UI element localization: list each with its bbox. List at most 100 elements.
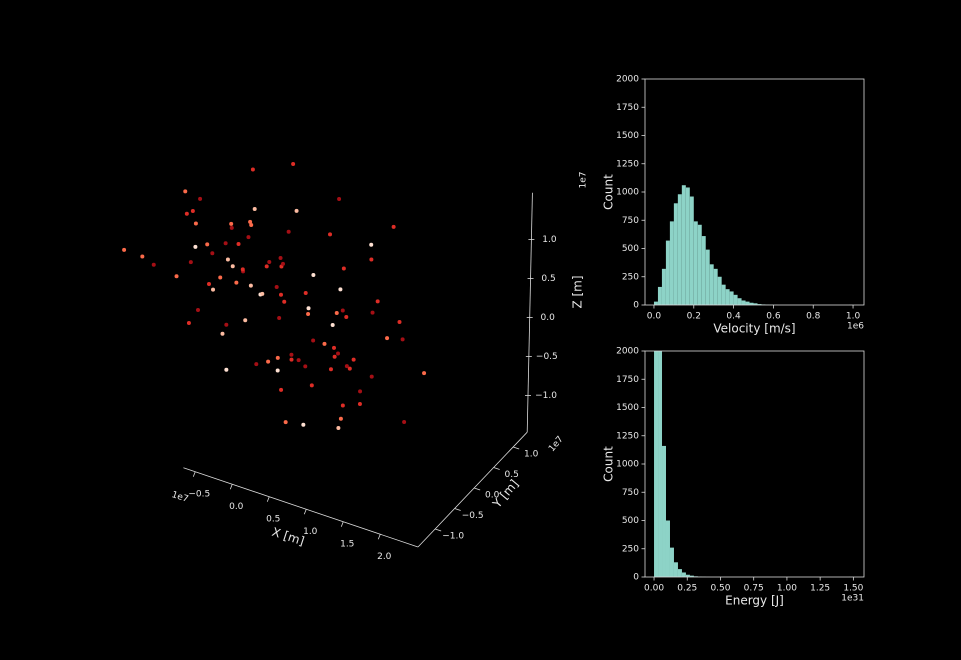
- bar: [729, 291, 734, 305]
- x-offset: 1e7: [170, 490, 189, 505]
- point: [267, 260, 272, 265]
- bar: [757, 304, 762, 305]
- x-tick: [303, 509, 307, 515]
- point: [248, 283, 253, 288]
- point: [311, 273, 316, 278]
- bar: [669, 547, 674, 577]
- z-offset: 1e7: [579, 172, 589, 189]
- point: [400, 337, 405, 342]
- x-tick-label: 0.5: [266, 514, 280, 524]
- point: [391, 224, 396, 229]
- bar: [657, 286, 662, 305]
- y-tick-label: 500: [622, 516, 639, 526]
- y-tick-label: 1500: [616, 403, 639, 413]
- y-tick-label: 250: [622, 544, 639, 554]
- bar: [749, 302, 754, 305]
- point: [234, 280, 239, 285]
- bar: [741, 300, 746, 305]
- x-tick-label: 1.00: [777, 584, 797, 594]
- x-tick: [229, 484, 233, 490]
- point: [246, 235, 251, 240]
- point: [206, 281, 211, 286]
- z-tick-label: −0.5: [536, 352, 558, 362]
- x-tick-label: 1.5: [340, 539, 354, 549]
- y-tick: [513, 446, 520, 450]
- point: [306, 312, 311, 317]
- point: [296, 358, 301, 363]
- x-tick-label: 1.50: [843, 584, 863, 594]
- bar: [725, 289, 730, 305]
- point: [248, 219, 253, 224]
- y-tick-label: 500: [622, 244, 639, 254]
- point: [336, 426, 341, 431]
- bar: [677, 194, 682, 305]
- bar: [665, 520, 670, 577]
- points: [122, 162, 427, 431]
- y-axis: [417, 431, 528, 548]
- point: [140, 254, 145, 259]
- bar: [753, 303, 758, 305]
- point: [322, 341, 327, 346]
- point: [225, 257, 230, 262]
- bar: [681, 185, 686, 305]
- bar: [705, 249, 710, 305]
- point: [274, 285, 279, 290]
- bar: [654, 351, 659, 577]
- point: [422, 371, 427, 376]
- point: [283, 420, 288, 425]
- point: [369, 257, 374, 262]
- bar: [697, 224, 702, 305]
- point: [331, 345, 336, 350]
- point: [188, 260, 193, 265]
- x-tick-label: 0.50: [710, 584, 730, 594]
- point: [211, 287, 216, 292]
- bar: [689, 575, 694, 577]
- point: [275, 368, 280, 373]
- z-axis: [526, 192, 533, 433]
- point: [340, 308, 345, 313]
- y-tick-label: 1500: [616, 131, 639, 141]
- point: [260, 291, 265, 296]
- point: [341, 266, 346, 271]
- y-tick-label: −0.5: [462, 511, 484, 521]
- point: [309, 383, 314, 388]
- x-tick-label: 0.6: [766, 312, 781, 322]
- z-tick-label: 1.0: [542, 235, 557, 245]
- y-tick-label: 0.0: [485, 490, 500, 500]
- point: [174, 274, 179, 279]
- point: [303, 291, 308, 296]
- point: [183, 189, 188, 194]
- bar: [685, 574, 690, 577]
- point: [338, 416, 343, 421]
- bar: [665, 240, 670, 305]
- y-tick-label: 750: [622, 216, 639, 226]
- point: [229, 225, 234, 230]
- x-tick: [192, 471, 196, 477]
- point: [357, 402, 362, 407]
- bar: [661, 268, 666, 305]
- y-axis-label: Count: [602, 446, 616, 482]
- y-tick-label: 1.0: [524, 449, 539, 459]
- point: [330, 323, 335, 328]
- point: [193, 244, 198, 249]
- point: [334, 311, 339, 316]
- point: [240, 267, 245, 272]
- x-tick-label: 2.0: [377, 552, 392, 562]
- point: [351, 357, 356, 362]
- point: [303, 364, 308, 369]
- y-tick-label: 1000: [616, 460, 639, 470]
- point: [205, 242, 210, 247]
- z-tick-label: 0.5: [541, 274, 555, 284]
- point: [254, 362, 259, 367]
- bar: [673, 203, 678, 305]
- y-tick-label: 2000: [616, 75, 639, 85]
- point: [385, 336, 390, 341]
- point: [243, 318, 248, 323]
- point: [306, 306, 311, 311]
- point: [328, 232, 333, 237]
- y-tick-label: 1750: [616, 375, 639, 385]
- point: [224, 322, 229, 327]
- x-tick-label: 0.75: [744, 584, 764, 594]
- point: [402, 419, 407, 424]
